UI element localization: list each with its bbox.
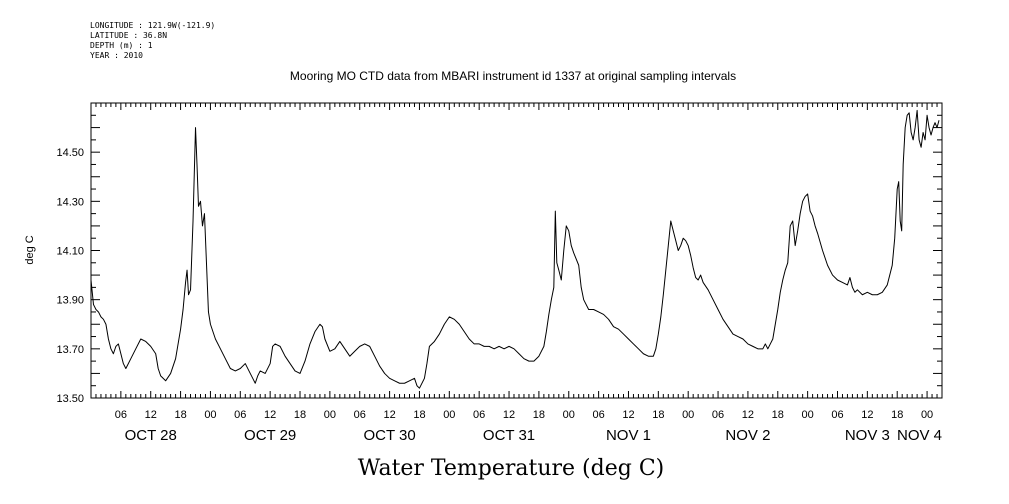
temperature-series-line xyxy=(90,109,940,389)
x-hour-label: 12 xyxy=(861,409,873,421)
x-hour-label: 00 xyxy=(682,409,694,421)
x-hour-label: 06 xyxy=(831,409,843,421)
x-hour-label: 18 xyxy=(652,409,664,421)
y-tick-label: 14.30 xyxy=(56,196,84,208)
x-hour-label: 00 xyxy=(443,409,455,421)
y-tick-label: 13.50 xyxy=(56,393,84,405)
y-axis: 13.50 13.70 13.90 14.10 14.30 14.50 xyxy=(56,102,942,405)
x-hour-label: 18 xyxy=(174,409,186,421)
x-hour-label: 18 xyxy=(891,409,903,421)
x-date-label: NOV 2 xyxy=(725,427,770,444)
x-hour-label: 06 xyxy=(115,409,127,421)
depth-text: DEPTH (m) : 1 xyxy=(90,41,153,50)
x-hour-label: 12 xyxy=(145,409,157,421)
x-hour-label: 12 xyxy=(622,409,634,421)
x-date-label: OCT 31 xyxy=(483,427,535,444)
x-date-label: NOV 1 xyxy=(606,427,651,444)
x-hour-label: 00 xyxy=(921,409,933,421)
x-hour-label: 00 xyxy=(802,409,814,421)
x-hour-label: 18 xyxy=(294,409,306,421)
x-hour-label: 06 xyxy=(712,409,724,421)
x-hour-label: 18 xyxy=(413,409,425,421)
x-hour-label: 18 xyxy=(533,409,545,421)
x-hour-label: 12 xyxy=(264,409,276,421)
longitude-text: LONGITUDE : 121.9W(-121.9) xyxy=(90,21,216,30)
series-group xyxy=(90,109,940,389)
x-hour-label: 06 xyxy=(473,409,485,421)
plot-frame xyxy=(90,102,943,399)
y-axis-title: deg C xyxy=(24,235,36,264)
x-hour-label: 00 xyxy=(204,409,216,421)
x-hour-label: 06 xyxy=(354,409,366,421)
x-axis-title: Water Temperature (deg C) xyxy=(358,456,665,481)
y-tick-label: 14.50 xyxy=(56,147,84,159)
x-hour-label: 00 xyxy=(324,409,336,421)
x-hour-label: 12 xyxy=(503,409,515,421)
latitude-text: LATITUDE : 36.8N xyxy=(90,31,168,40)
chart-title: Mooring MO CTD data from MBARI instrumen… xyxy=(290,69,736,83)
x-hour-label: 06 xyxy=(234,409,246,421)
y-tick-label: 13.90 xyxy=(56,295,84,307)
x-date-label: OCT 30 xyxy=(363,427,415,444)
x-hour-label: 12 xyxy=(742,409,754,421)
x-date-label: NOV 3 xyxy=(845,427,890,444)
x-date-label: OCT 28 xyxy=(125,427,177,444)
x-hour-label: 06 xyxy=(592,409,604,421)
x-axis: 06 12 18 00 06 12 18 00 06 12 18 00 06 12 18 00 06 12 18 00… xyxy=(90,103,943,444)
x-hour-label: 00 xyxy=(563,409,575,421)
x-date-label: OCT 29 xyxy=(244,427,296,444)
year-text: YEAR : 2010 xyxy=(90,51,143,60)
x-hour-label: 12 xyxy=(383,409,395,421)
y-tick-label: 14.10 xyxy=(56,246,84,258)
x-date-label: NOV 4 xyxy=(897,427,942,444)
x-hour-label: 18 xyxy=(772,409,784,421)
y-tick-label: 13.70 xyxy=(56,344,84,356)
metadata-block: LONGITUDE : 121.9W(-121.9) LATITUDE : 36… xyxy=(90,21,215,61)
